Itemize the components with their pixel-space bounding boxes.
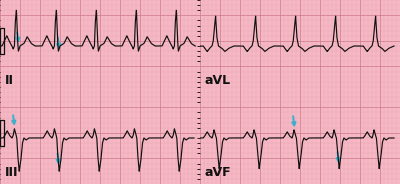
Text: II: II: [5, 74, 14, 87]
Text: III: III: [5, 166, 18, 179]
Text: aVL: aVL: [205, 74, 231, 87]
Text: aVF: aVF: [205, 166, 232, 179]
